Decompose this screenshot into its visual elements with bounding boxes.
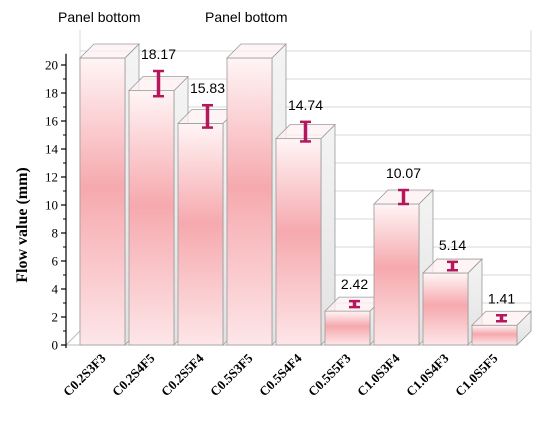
bar-annotation: Panel bottom	[205, 9, 288, 25]
y-tick-label: 16	[45, 114, 59, 129]
floor-left-edge	[65, 330, 81, 346]
value-label: 5.14	[439, 237, 466, 253]
y-tick-label: 8	[52, 226, 59, 241]
bar-front	[128, 90, 175, 346]
category-label: C0.2S4F5	[109, 350, 158, 399]
category-label: C0.5S4F4	[256, 350, 305, 399]
bar-c1-0s5f5	[471, 310, 532, 346]
category-label: C1.0S5F5	[452, 350, 501, 399]
y-tick-label: 18	[45, 86, 58, 101]
bar-front	[373, 203, 420, 346]
category-label: C0.5S3F5	[207, 350, 256, 399]
category-label: C0.5S5F3	[305, 350, 354, 399]
y-tick-label: 14	[45, 142, 59, 157]
y-axis: 0 2 4 6 8 10 12 14 16 18 20	[45, 53, 67, 353]
category-label: C0.2S3F3	[60, 350, 109, 399]
error-bar	[202, 103, 213, 129]
value-label: 2.42	[341, 276, 368, 292]
bar-front	[79, 57, 126, 346]
error-bar	[300, 120, 311, 143]
error-bar	[153, 69, 164, 98]
value-label: 10.07	[386, 165, 421, 181]
bar-front	[324, 310, 371, 346]
y-tick-label: 2	[52, 310, 59, 325]
value-label: 1.41	[488, 290, 515, 306]
y-tick-label: 0	[52, 338, 59, 353]
bar-top	[226, 43, 287, 59]
y-tick-label: 12	[45, 170, 58, 185]
bars	[79, 43, 532, 346]
y-tick-label: 20	[45, 58, 58, 73]
bar-front	[422, 272, 469, 346]
value-label: 18.17	[141, 46, 176, 62]
bar-front	[226, 57, 273, 346]
error-bar	[496, 314, 507, 323]
bar-top	[79, 43, 140, 59]
category-label: C1.0S4F3	[403, 350, 452, 399]
error-bar	[349, 299, 360, 309]
error-bar	[398, 188, 409, 206]
bar-annotation: Panel bottom	[58, 9, 141, 25]
y-axis-label: Flow value (mm)	[14, 167, 31, 283]
bar-c1-0s4f3	[422, 258, 483, 346]
bar-front	[275, 138, 322, 346]
y-tick-label: 4	[52, 282, 59, 297]
y-tick-label: 6	[52, 254, 59, 269]
category-label: C0.2S5F4	[158, 350, 207, 399]
error-bar	[447, 260, 458, 272]
value-label: 15.83	[190, 80, 225, 96]
bar-front	[471, 324, 518, 346]
value-label: 14.74	[288, 97, 323, 113]
y-tick-label: 10	[45, 198, 58, 213]
bar-front	[177, 122, 224, 346]
bar-c0-5s4f4	[275, 120, 336, 346]
category-label: C1.0S3F4	[354, 350, 403, 399]
